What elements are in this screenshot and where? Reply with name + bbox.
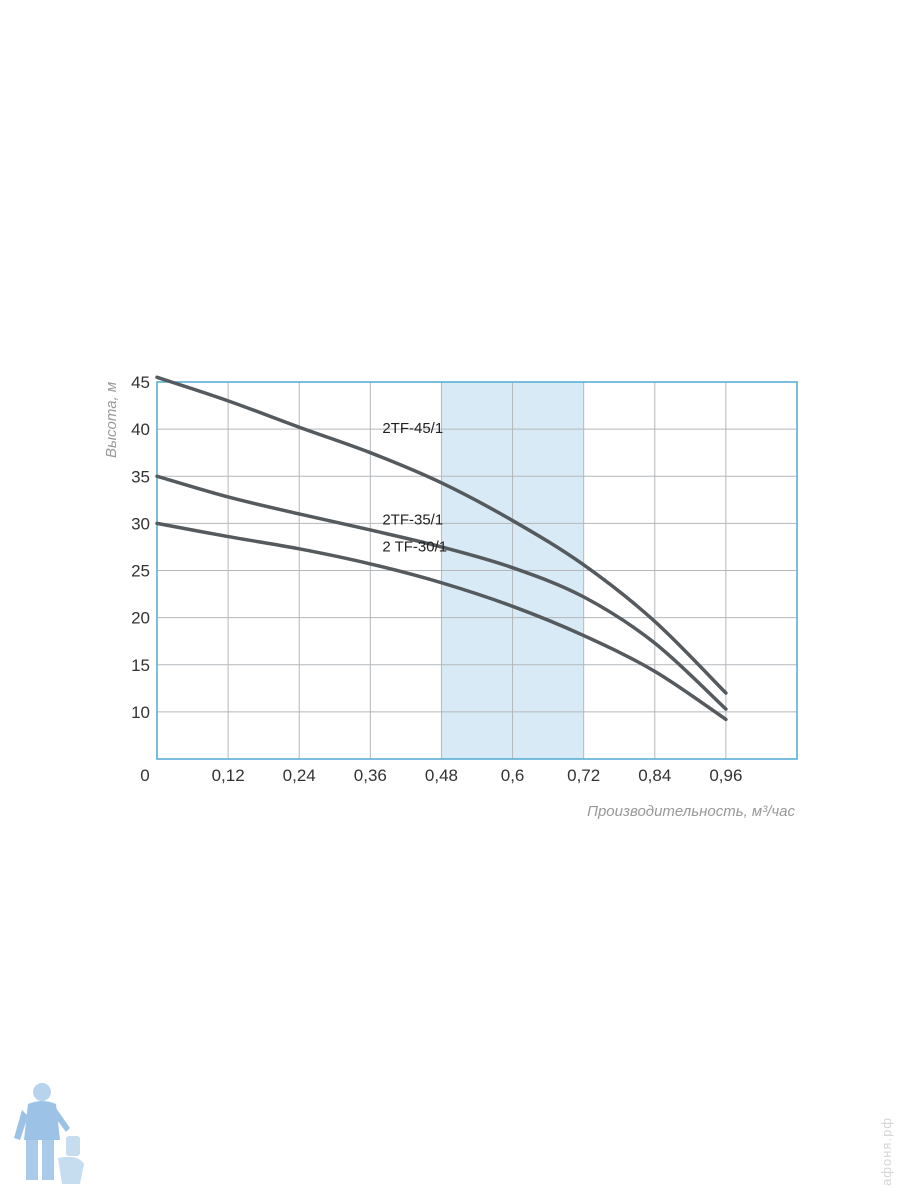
x-tick-label: 0,96: [709, 766, 742, 785]
x-tick-label: 0,36: [354, 766, 387, 785]
series-label: 2 TF-30/1: [382, 539, 447, 556]
y-tick-label: 10: [131, 703, 150, 722]
series-line: [155, 375, 728, 695]
series-label: 2TF-35/1: [382, 511, 443, 528]
x-tick-label: 0: [140, 766, 149, 785]
grid: [157, 381, 797, 759]
x-tick-label: 0,24: [283, 766, 316, 785]
plot-frame: [156, 381, 798, 760]
x-tick-label: 0,72: [567, 766, 600, 785]
y-tick-label: 15: [131, 656, 150, 675]
series-lines: 2TF-45/1 2TF-35/1 2 TF-30/1: [155, 375, 728, 722]
site-watermark: афоня.рф: [879, 1117, 894, 1186]
y-tick-label: 20: [131, 609, 150, 628]
y-tick-label: 35: [131, 467, 150, 486]
x-tick-label: 0,6: [501, 766, 525, 785]
x-tick-label: 0,84: [638, 766, 671, 785]
y-axis-title: Высота, м: [103, 382, 120, 458]
tick-labels: 0 0,12 0,24 0,36 0,48 0,6 0,72 0,84 0,96 10 15 20 25…: [131, 373, 742, 785]
y-tick-label: 25: [131, 562, 150, 581]
y-tick-label: 30: [131, 514, 150, 533]
series-line: [155, 474, 728, 711]
series-label: 2TF-45/1: [382, 420, 443, 437]
y-tick-label: 40: [131, 420, 150, 439]
series-line: [155, 521, 728, 722]
y-tick-label: 45: [131, 373, 150, 392]
plumber-mascot-icon: [8, 1080, 88, 1195]
x-tick-label: 0,48: [425, 766, 458, 785]
x-axis-title: Производительность, м³/час: [587, 803, 795, 820]
x-tick-label: 0,12: [212, 766, 245, 785]
